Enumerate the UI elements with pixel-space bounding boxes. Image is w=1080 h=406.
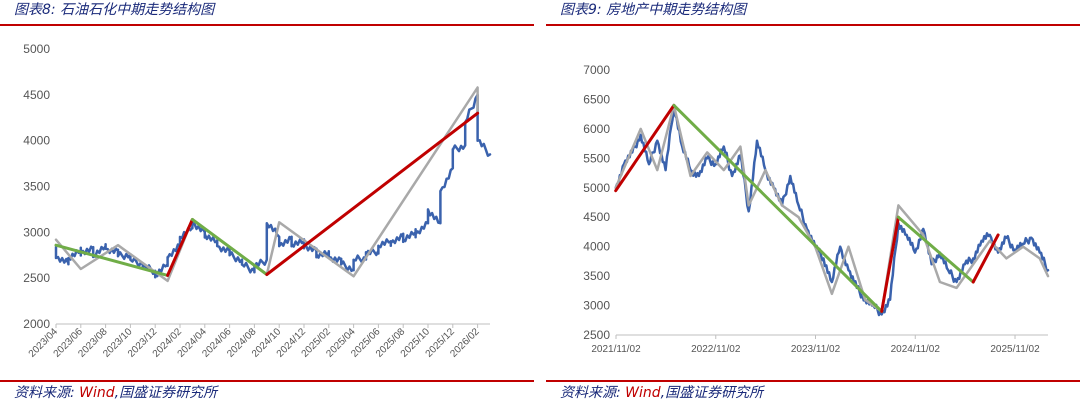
y-tick-label: 5500 <box>583 151 610 165</box>
source-wind: Wind <box>79 385 115 401</box>
real-estate-line-chart: 2500 3000 3500 4000 4500 5000 5500 6000 6500 7000… <box>583 63 1050 355</box>
figure-title: 图表8: 石油石化中期走势结构图 <box>14 2 215 18</box>
y-tick-label: 2500 <box>23 271 50 285</box>
y-tick-label: 4500 <box>583 210 610 224</box>
y-tick-label: 2000 <box>23 317 50 331</box>
uptrend-line <box>265 111 480 276</box>
source-prefix: 资料来源: <box>14 385 80 401</box>
x-tick-label: 2024/11/02 <box>891 344 941 355</box>
source-suffix: ,国盛证券研究所 <box>114 385 218 401</box>
figure-title: 图表9: 房地产中期走势结构图 <box>560 2 747 18</box>
downtrend-line <box>896 215 975 284</box>
uptrend-line <box>166 218 194 277</box>
y-tick-label: 3000 <box>23 225 50 239</box>
downtrend-line <box>54 243 170 277</box>
source-rule <box>546 380 1080 382</box>
x-tick-label: 2022/11/02 <box>691 344 741 355</box>
y-tick-label: 4500 <box>23 88 50 102</box>
y-tick-label: 6000 <box>583 122 610 136</box>
oil-petrochem-line-chart: 20002500300035004000450050002023/042023/… <box>23 42 492 360</box>
source-prefix: 资料来源: <box>560 385 626 401</box>
uptrend-line <box>971 233 1000 284</box>
swing-line <box>614 104 1050 313</box>
chart-panel-oil-petrochem: 图表8: 石油石化中期走势结构图 2000 2500 3000 3500 4000 450… <box>0 0 534 406</box>
source-rule <box>0 380 534 382</box>
source-wind: Wind <box>625 385 661 401</box>
title-rule <box>546 24 1080 26</box>
title-rule <box>0 24 534 26</box>
chart-panel-real-estate: 图表9: 房地产中期走势结构图 2500 3000 3500 4000 4500 5000… <box>546 0 1080 406</box>
x-tick-label: 2021/11/02 <box>591 344 641 355</box>
source-note: 资料来源: Wind,国盛证券研究所 <box>14 383 217 403</box>
y-tick-label: 3500 <box>23 180 50 194</box>
source-note: 资料来源: Wind,国盛证券研究所 <box>560 383 763 403</box>
price-line <box>614 104 1050 317</box>
y-tick-label: 4000 <box>23 134 50 148</box>
x-tick-label: 2023/11/02 <box>791 344 841 355</box>
y-tick-label: 6500 <box>583 92 610 106</box>
source-suffix: ,国盛证券研究所 <box>660 385 764 401</box>
downtrend-line <box>190 218 269 276</box>
y-tick-label: 2500 <box>583 328 610 342</box>
y-tick-label: 5000 <box>23 42 50 56</box>
y-tick-label: 5000 <box>583 181 610 195</box>
y-tick-label: 3000 <box>583 299 610 313</box>
downtrend-line <box>672 103 884 313</box>
uptrend-line <box>880 215 900 313</box>
x-tick-label: 2025/11/02 <box>990 344 1040 355</box>
price-line <box>54 93 492 279</box>
y-tick-label: 3500 <box>583 269 610 283</box>
y-tick-label: 4000 <box>583 240 610 254</box>
y-tick-label: 7000 <box>583 63 610 77</box>
uptrend-line <box>614 103 676 193</box>
